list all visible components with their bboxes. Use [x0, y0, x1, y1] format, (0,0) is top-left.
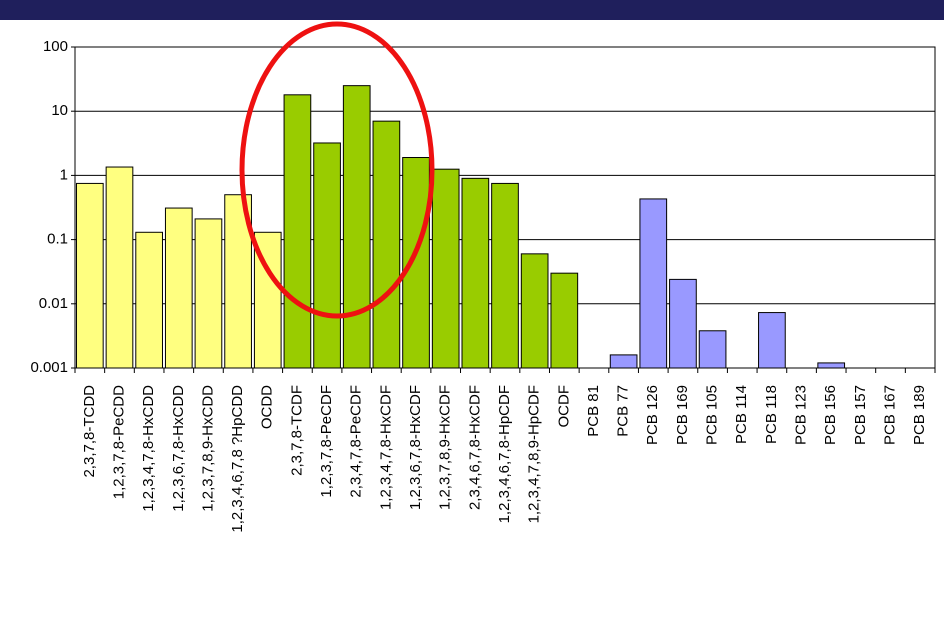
- bar: [372, 120, 401, 369]
- y-tick-label: 0.1: [47, 231, 68, 248]
- x-tick-label: PCB 105: [704, 385, 721, 445]
- y-tick-label: 0.001: [30, 359, 68, 376]
- bar: [698, 330, 727, 369]
- x-tick-label: PCB 77: [615, 385, 632, 437]
- x-tick-label: OCDF: [555, 385, 572, 428]
- x-tick-label: 1,2,3,4,6,7,8-HpCDF: [496, 385, 513, 523]
- x-tick-label: 1,2,3,6,7,8-HxCDD: [170, 385, 187, 512]
- y-tick-label: 100: [43, 38, 68, 55]
- x-tick-label: 1,2,3,4,6,7,8 ?HpCDD: [229, 385, 246, 533]
- x-tick-label: 2,3,7,8-TCDF: [288, 385, 305, 476]
- x-tick-label: PCB 167: [881, 385, 898, 445]
- bar: [639, 198, 668, 369]
- x-tick-label: PCB 126: [644, 385, 661, 445]
- bar: [431, 168, 460, 369]
- bar: [817, 362, 846, 369]
- bar: [461, 177, 490, 369]
- plot-border: [74, 46, 936, 369]
- y-tick-label: 10: [51, 102, 68, 119]
- bar: [550, 272, 579, 369]
- bar: [402, 157, 430, 369]
- bar: [609, 354, 638, 369]
- y-tick-label: 0.01: [39, 295, 68, 312]
- x-tick-label: 2,3,4,7,8-PeCDF: [348, 385, 365, 498]
- x-tick-label: 2,3,4,6,7,8-HxCDF: [466, 385, 483, 510]
- x-tick-label: PCB 123: [793, 385, 810, 445]
- x-tick-label: 1,2,3,7,8-PeCDF: [318, 385, 335, 498]
- bar: [194, 218, 223, 369]
- bar: [758, 312, 786, 369]
- x-tick-label: PCB 81: [585, 385, 602, 437]
- highlight-ellipse: [239, 21, 435, 319]
- x-tick-label: 1,2,3,4,7,8-HxCDD: [140, 385, 157, 512]
- x-tick-label: 1,2,3,7,8,9-HxCDF: [437, 385, 454, 510]
- x-tick-label: PCB 118: [763, 385, 780, 444]
- x-tick-label: 1,2,3,4,7,8,9-HpCDF: [526, 385, 543, 523]
- x-tick-label: 2,3,7,8-TCDD: [81, 385, 98, 478]
- x-tick-label: 1,2,3,7,8,9-HxCDD: [199, 385, 216, 512]
- x-tick-label: PCB 169: [674, 385, 691, 445]
- bar: [283, 94, 312, 369]
- x-tick-label: PCB 189: [911, 385, 928, 445]
- x-tick-label: OCDD: [259, 385, 276, 429]
- bar: [135, 231, 163, 369]
- bar: [105, 166, 134, 369]
- x-tick-label: 1,2,3,6,7,8-HxCDF: [407, 385, 424, 510]
- bar: [342, 85, 371, 369]
- bar: [491, 182, 519, 369]
- bar: [669, 278, 697, 369]
- bar: [313, 142, 341, 369]
- x-tick-label: PCB 157: [852, 385, 869, 445]
- y-tick-label: 1: [60, 166, 68, 183]
- x-tick-label: PCB 114: [733, 385, 750, 444]
- x-tick-label: 1,2,3,7,8-PeCDD: [110, 385, 127, 499]
- plot-area: 0.001 0.01 0.1 1 10 100 2,3,7,8-TCDD 1,2,3,7,8-…: [30, 38, 936, 533]
- x-tick-label: 1,2,3,4,7,8-HxCDF: [377, 385, 394, 510]
- bar: [164, 207, 193, 369]
- top-bar: [0, 0, 944, 20]
- bar: [520, 253, 549, 369]
- bar: [75, 182, 104, 369]
- x-tick-label: PCB 156: [822, 385, 839, 445]
